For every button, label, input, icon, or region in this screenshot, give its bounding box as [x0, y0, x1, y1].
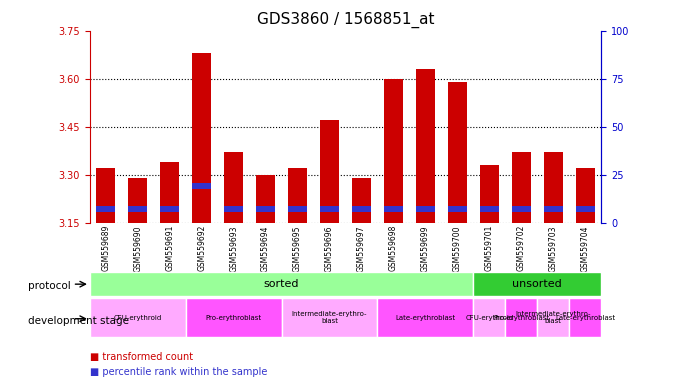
- Bar: [416, 69, 435, 223]
- Text: GSM559689: GSM559689: [102, 225, 111, 271]
- Text: GSM559692: GSM559692: [197, 225, 206, 271]
- Text: sorted: sorted: [264, 279, 299, 289]
- Text: GSM559703: GSM559703: [549, 225, 558, 271]
- Bar: [384, 79, 403, 223]
- Text: GSM559691: GSM559691: [165, 225, 174, 271]
- Bar: [320, 120, 339, 223]
- Bar: [352, 178, 371, 223]
- Text: GSM559697: GSM559697: [357, 225, 366, 271]
- FancyBboxPatch shape: [186, 298, 281, 337]
- Text: Intermediate-erythro-
blast: Intermediate-erythro- blast: [292, 311, 368, 324]
- Bar: [352, 206, 371, 212]
- Text: GSM559694: GSM559694: [261, 225, 270, 271]
- Text: ■ transformed count: ■ transformed count: [90, 352, 193, 362]
- FancyBboxPatch shape: [90, 272, 473, 296]
- Text: Intermediate-erythro-
blast: Intermediate-erythro- blast: [515, 311, 591, 324]
- Text: GDS3860 / 1568851_at: GDS3860 / 1568851_at: [257, 12, 434, 28]
- Text: CFU-erythroid: CFU-erythroid: [113, 315, 162, 321]
- Bar: [256, 175, 275, 223]
- Bar: [544, 152, 562, 223]
- Text: CFU-erythroid: CFU-erythroid: [465, 315, 513, 321]
- Bar: [224, 206, 243, 212]
- Bar: [192, 184, 211, 189]
- FancyBboxPatch shape: [473, 272, 601, 296]
- Text: GSM559693: GSM559693: [229, 225, 238, 271]
- Text: GSM559696: GSM559696: [325, 225, 334, 271]
- Bar: [160, 206, 179, 212]
- FancyBboxPatch shape: [505, 298, 537, 337]
- Bar: [480, 165, 499, 223]
- Text: development stage: development stage: [28, 316, 129, 326]
- Text: Late-erythroblast: Late-erythroblast: [555, 315, 615, 321]
- FancyBboxPatch shape: [90, 298, 186, 337]
- Bar: [256, 206, 275, 212]
- Text: GSM559700: GSM559700: [453, 225, 462, 271]
- Bar: [511, 206, 531, 212]
- Text: GSM559699: GSM559699: [421, 225, 430, 271]
- Bar: [511, 152, 531, 223]
- Bar: [160, 162, 179, 223]
- FancyBboxPatch shape: [281, 298, 377, 337]
- FancyBboxPatch shape: [377, 298, 473, 337]
- Bar: [288, 206, 307, 212]
- Text: GSM559704: GSM559704: [580, 225, 589, 271]
- Text: GSM559695: GSM559695: [293, 225, 302, 271]
- Bar: [96, 206, 115, 212]
- FancyBboxPatch shape: [473, 298, 505, 337]
- Bar: [128, 206, 147, 212]
- Bar: [448, 206, 467, 212]
- Bar: [416, 206, 435, 212]
- Bar: [480, 206, 499, 212]
- Bar: [384, 206, 403, 212]
- Text: Late-erythroblast: Late-erythroblast: [395, 315, 455, 321]
- Text: GSM559702: GSM559702: [517, 225, 526, 271]
- Text: ■ percentile rank within the sample: ■ percentile rank within the sample: [90, 367, 267, 377]
- Bar: [96, 168, 115, 223]
- Text: unsorted: unsorted: [513, 279, 562, 289]
- FancyBboxPatch shape: [537, 298, 569, 337]
- Text: GSM559690: GSM559690: [133, 225, 142, 271]
- Bar: [288, 168, 307, 223]
- Text: GSM559698: GSM559698: [389, 225, 398, 271]
- Text: GSM559701: GSM559701: [485, 225, 494, 271]
- Bar: [448, 82, 467, 223]
- FancyBboxPatch shape: [569, 298, 601, 337]
- Text: Pro-erythroblast: Pro-erythroblast: [206, 315, 262, 321]
- Text: Pro-erythroblast: Pro-erythroblast: [493, 315, 549, 321]
- Bar: [576, 168, 595, 223]
- Bar: [224, 152, 243, 223]
- Bar: [320, 206, 339, 212]
- Bar: [128, 178, 147, 223]
- Bar: [192, 53, 211, 223]
- Text: protocol: protocol: [28, 281, 70, 291]
- Bar: [544, 206, 562, 212]
- Bar: [576, 206, 595, 212]
